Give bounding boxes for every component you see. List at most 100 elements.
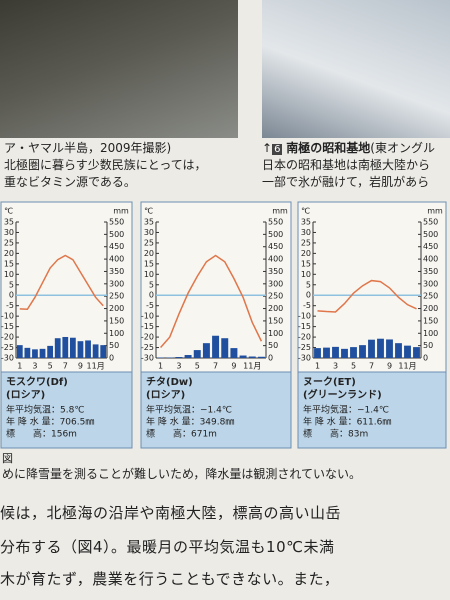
x-tick-label: 7 xyxy=(213,362,218,371)
precipitation-bar xyxy=(39,348,46,358)
y-tick-label: -10 xyxy=(1,312,14,321)
precipitation-bar xyxy=(221,338,229,358)
y-tick-label: -15 xyxy=(298,322,311,331)
figure-number: 6 xyxy=(272,144,283,155)
y2-tick-label: 0 xyxy=(268,354,273,363)
x-tick-label: 9 xyxy=(387,362,392,371)
precipitation-bar xyxy=(184,355,192,358)
y2-tick-label: 550 xyxy=(423,218,438,227)
y2-tick-label: 0 xyxy=(109,354,114,363)
x-tick-label: 11月 xyxy=(398,362,416,371)
figure-label: 図 xyxy=(2,452,13,465)
precipitation-bar xyxy=(62,336,69,358)
photo xyxy=(262,0,450,138)
y2-axis-unit: mm xyxy=(427,207,443,216)
y2-tick-label: 500 xyxy=(423,230,438,239)
x-tick-label: 1 xyxy=(17,362,22,371)
y-tick-label: 35 xyxy=(144,218,154,227)
precipitation-bar xyxy=(350,347,357,358)
y2-tick-label: 300 xyxy=(423,279,438,288)
x-tick-label: 9 xyxy=(231,362,236,371)
y2-tick-label: 500 xyxy=(268,230,283,239)
x-tick-label: 1 xyxy=(158,362,163,371)
x-tick-label: 1 xyxy=(315,362,320,371)
y-tick-label: 30 xyxy=(301,228,311,237)
station-stat: 年平均気温：−1.4℃ xyxy=(146,404,232,416)
x-tick-label: 3 xyxy=(333,362,338,371)
precipitation-bar xyxy=(16,345,23,358)
y-tick-label: 0 xyxy=(149,291,154,300)
x-tick-label: 9 xyxy=(78,362,83,371)
y-tick-label: 15 xyxy=(144,259,154,268)
y2-tick-label: 150 xyxy=(268,316,283,325)
precipitation-bar xyxy=(341,348,348,358)
y2-tick-label: 400 xyxy=(423,255,438,264)
caption: 日本の昭和基地は南極大陸から xyxy=(262,158,431,172)
precipitation-bar xyxy=(85,340,91,358)
station-stat: 年平均気温：5.8℃ xyxy=(6,404,84,416)
station-stat: 標 高：156m xyxy=(6,428,77,440)
y-tick-label: -5 xyxy=(303,301,311,310)
y-tick-label: 5 xyxy=(149,280,154,289)
climate-charts: ℃ mm-30-25-20-15-10-505101520253035050100… xyxy=(0,201,447,449)
y-tick-label: 5 xyxy=(9,280,14,289)
y-tick-label: 30 xyxy=(4,228,14,237)
country-name: (ロシア) xyxy=(6,389,45,401)
body-text: 分布する（図4）。最暖月の平均気温も10℃未満 xyxy=(0,538,335,556)
y-tick-label: 10 xyxy=(301,270,311,279)
y-tick-label: 20 xyxy=(4,249,14,258)
precipitation-bar xyxy=(359,345,366,358)
caption-heading: ↑ 6 南極の昭和基地(東オングル xyxy=(262,141,435,155)
y-tick-label: -5 xyxy=(6,301,14,310)
country-name: (グリーンランド) xyxy=(303,388,382,401)
y-tick-label: -30 xyxy=(298,354,311,363)
y-tick-label: -15 xyxy=(1,322,14,331)
y2-tick-label: 550 xyxy=(109,218,124,227)
y2-tick-label: 500 xyxy=(109,230,124,239)
x-tick-label: 5 xyxy=(195,362,200,371)
y-tick-label: 25 xyxy=(301,238,311,247)
y2-tick-label: 400 xyxy=(268,255,283,264)
precipitation-bar xyxy=(248,356,256,358)
station-stat: 標 高：83m xyxy=(303,428,368,440)
body-text: 木が育たず，農業を行うこともできない。また， xyxy=(0,570,340,588)
precipitation-bar xyxy=(202,343,210,358)
y-tick-label: -30 xyxy=(1,354,14,363)
y-axis-unit: ℃ xyxy=(4,207,13,216)
caption-box xyxy=(0,371,133,449)
y2-tick-label: 250 xyxy=(423,292,438,301)
y-tick-label: -30 xyxy=(141,354,154,363)
y2-tick-label: 450 xyxy=(268,242,283,251)
station-stat: 年 降 水 量：611.6㎜ xyxy=(303,416,391,428)
precipitation-bar xyxy=(32,349,38,358)
y-tick-label: -20 xyxy=(141,333,154,342)
x-tick-label: 3 xyxy=(32,362,37,371)
precipitation-bar xyxy=(314,348,321,358)
photo xyxy=(0,0,238,138)
temperature-line xyxy=(317,279,417,313)
caption-title: 南極の昭和基地 xyxy=(286,141,371,155)
station-stat: 標 高：671m xyxy=(146,428,217,440)
y2-tick-label: 100 xyxy=(423,329,438,338)
precipitation-bar xyxy=(377,338,384,358)
precipitation-bar xyxy=(47,345,54,358)
precipitation-bar xyxy=(332,346,339,358)
y2-tick-label: 200 xyxy=(423,304,438,313)
precipitation-bar xyxy=(92,344,99,358)
y2-tick-label: 50 xyxy=(268,341,278,350)
y-tick-label: -25 xyxy=(1,343,14,352)
station-name: チタ(Dw) xyxy=(146,376,193,388)
y2-tick-label: 350 xyxy=(423,267,438,276)
y-tick-label: 35 xyxy=(301,218,311,227)
y-tick-label: 15 xyxy=(301,259,311,268)
y-tick-label: 0 xyxy=(306,291,311,300)
precipitation-bar xyxy=(323,347,330,358)
precipitation-bar xyxy=(230,348,238,358)
precipitation-bar xyxy=(404,345,411,358)
y2-tick-label: 200 xyxy=(109,304,124,313)
y2-axis-unit: mm xyxy=(272,207,288,216)
y2-tick-label: 200 xyxy=(268,304,283,313)
y2-tick-label: 100 xyxy=(268,329,283,338)
caption: 重なビタミン源である。 xyxy=(4,175,136,189)
